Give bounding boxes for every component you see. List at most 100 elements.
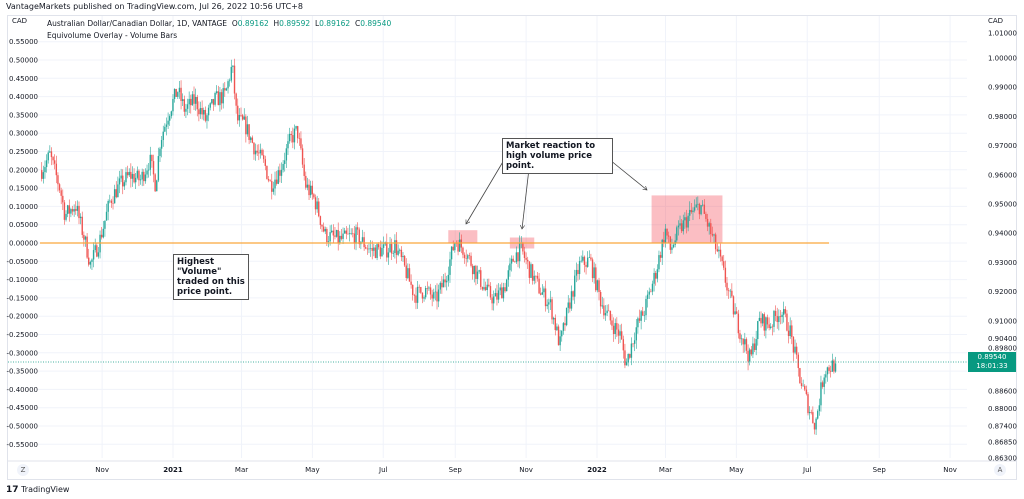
- candle-up: [382, 244, 385, 248]
- candle-down: [714, 234, 717, 250]
- left-tick-label: -0.35000: [7, 368, 38, 376]
- candle-down: [220, 92, 223, 104]
- zoom-button[interactable]: Z: [17, 464, 29, 476]
- left-tick-label: -0.40000: [7, 386, 38, 394]
- candle-up: [47, 152, 49, 161]
- candle-down: [196, 96, 198, 110]
- candle-up: [376, 244, 378, 258]
- candle-down: [804, 385, 806, 390]
- candles: [41, 58, 837, 435]
- candle-down: [491, 297, 493, 304]
- candle-up: [424, 288, 427, 298]
- candle-up: [758, 317, 761, 322]
- candle-up: [794, 346, 796, 353]
- highest-volume-note[interactable]: Highest "Volume" traded on this price po…: [173, 254, 249, 300]
- candle-up: [76, 205, 79, 211]
- candle-down: [747, 350, 749, 362]
- candle-up: [748, 349, 751, 362]
- candle-down: [732, 296, 735, 315]
- time-tick-label: Nov: [519, 466, 533, 474]
- candle-down: [611, 320, 613, 326]
- candle-down: [421, 292, 424, 299]
- candle-down: [706, 218, 709, 227]
- candle-up: [295, 126, 297, 129]
- candle-down: [363, 237, 365, 248]
- candle-down: [318, 201, 320, 217]
- candle-up: [619, 331, 621, 336]
- low-value: 0.89162: [319, 19, 351, 28]
- candle-up: [713, 234, 715, 236]
- candle-up: [549, 299, 552, 303]
- candle-down: [723, 261, 725, 268]
- candle-up: [199, 107, 202, 115]
- candle-down: [133, 173, 135, 183]
- candle-down: [326, 229, 328, 243]
- left-tick-label: 0.00000: [9, 240, 38, 248]
- candle-up: [282, 163, 284, 170]
- candle-down: [53, 160, 56, 164]
- candle-up: [467, 255, 469, 259]
- candle-down: [739, 333, 741, 340]
- candle-down: [240, 115, 242, 116]
- candle-down: [224, 88, 226, 91]
- candle-up: [222, 88, 224, 104]
- candle-up: [834, 363, 837, 372]
- candle-up: [227, 81, 229, 89]
- candle-down: [420, 286, 422, 293]
- candle-up: [194, 96, 197, 104]
- candle-down: [622, 339, 625, 351]
- candle-down: [471, 265, 474, 275]
- candle-up: [565, 307, 568, 326]
- overlay: [8, 159, 968, 363]
- candle-down: [353, 233, 356, 244]
- candle-down: [305, 175, 307, 188]
- auto-scale-button[interactable]: A: [994, 464, 1006, 476]
- candle-up: [416, 286, 419, 303]
- left-tick-label: 0.20000: [9, 166, 38, 174]
- candle-down: [829, 370, 832, 372]
- right-tick-label: 1.00000: [988, 55, 1017, 63]
- candle-down: [303, 164, 305, 176]
- candle-down: [710, 223, 712, 235]
- indicator-title[interactable]: Equivolume Overlay - Volume Bars: [47, 31, 178, 40]
- candle-up: [507, 270, 509, 280]
- candle-up: [272, 188, 275, 192]
- open-value: 0.89162: [237, 19, 269, 28]
- candle-down: [266, 165, 268, 179]
- candle-down: [805, 389, 808, 395]
- candle-up: [136, 170, 139, 178]
- candle-down: [60, 190, 62, 196]
- candle-down: [603, 305, 605, 316]
- candle-down: [527, 259, 529, 262]
- close-value: 0.89540: [360, 19, 392, 28]
- candle-down: [551, 299, 553, 320]
- candle-down: [753, 343, 756, 350]
- candle-up: [761, 314, 764, 324]
- candle-down: [462, 247, 464, 255]
- candle-down: [719, 249, 722, 257]
- candle-down: [441, 282, 443, 288]
- candle-down: [426, 288, 428, 289]
- candle-up: [515, 252, 518, 263]
- left-tick-label: -0.55000: [7, 441, 38, 449]
- candle-up: [692, 210, 694, 213]
- candle-up: [277, 170, 279, 184]
- market-reaction-note[interactable]: Market reaction to high volume price poi…: [502, 138, 613, 174]
- high-value: 0.89592: [279, 19, 311, 28]
- candle-down: [193, 94, 195, 104]
- candle-down: [457, 243, 459, 252]
- high-label: H: [273, 19, 280, 28]
- candle-down: [395, 240, 398, 255]
- candle-up: [134, 177, 137, 183]
- candle-up: [392, 252, 394, 254]
- candle-up: [588, 257, 590, 259]
- candle-down: [253, 142, 255, 155]
- candle-down: [217, 91, 220, 106]
- candle-up: [177, 92, 179, 97]
- candle-up: [399, 249, 401, 251]
- candle-down: [63, 202, 66, 220]
- candle-down: [408, 268, 411, 282]
- candle-down: [71, 209, 74, 212]
- left-tick-label: 0.25000: [9, 148, 38, 156]
